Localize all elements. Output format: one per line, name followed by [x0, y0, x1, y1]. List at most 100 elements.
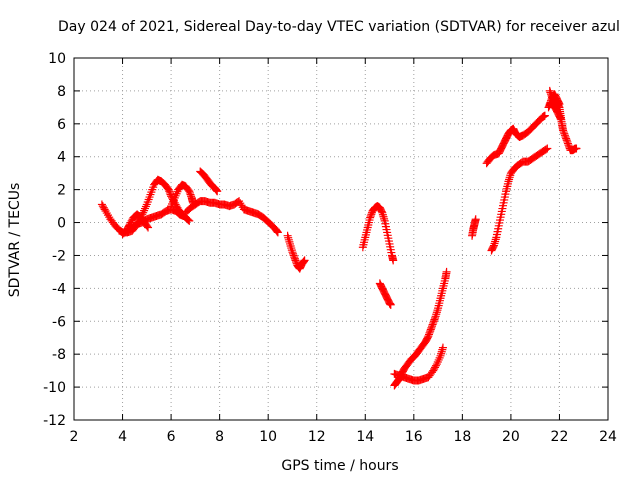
x-tick-label: 24: [599, 429, 617, 445]
y-tick-label: 10: [48, 51, 66, 67]
data-point: [99, 203, 108, 212]
data-point: [429, 318, 438, 327]
x-tick-label: 12: [308, 429, 326, 445]
data-point: [559, 126, 568, 135]
y-axis-label: SDTVAR / TECUs: [7, 183, 23, 298]
data-point: [169, 195, 178, 204]
data-point: [237, 201, 246, 210]
data-point: [562, 136, 571, 145]
data-point: [431, 361, 440, 370]
data-point: [167, 202, 176, 211]
y-tick-label: -8: [52, 347, 66, 363]
data-point: [426, 327, 435, 336]
y-tick-label: -10: [43, 380, 66, 396]
x-tick-label: 6: [167, 429, 176, 445]
data-point: [435, 353, 444, 362]
data-point: [437, 347, 446, 356]
data-point: [299, 258, 308, 267]
data-point: [429, 366, 438, 375]
data-point: [426, 325, 435, 334]
data-point: [300, 256, 309, 265]
y-tick-label: -12: [43, 413, 66, 429]
data-point: [542, 145, 551, 154]
data-point: [491, 235, 500, 244]
data-point: [98, 202, 107, 211]
data-point: [170, 193, 179, 202]
data-points: [97, 86, 581, 390]
data-point: [287, 246, 296, 255]
data-point: [433, 306, 442, 315]
data-point: [144, 223, 153, 232]
tick-labels: 2 4 6 8 10 12 14 16 18 20 22 24-12-10-8-6-4-2024681…: [43, 51, 617, 445]
data-point: [101, 207, 110, 216]
data-point: [554, 98, 563, 107]
data-point: [438, 345, 447, 354]
data-point: [540, 111, 549, 120]
data-point: [285, 237, 294, 246]
x-tick-label: 14: [356, 429, 374, 445]
data-point: [168, 197, 177, 206]
data-point: [185, 216, 194, 225]
data-point: [185, 188, 194, 197]
y-tick-label: -2: [52, 248, 66, 264]
data-point: [288, 248, 297, 257]
data-point: [140, 204, 149, 213]
data-point: [290, 254, 299, 263]
data-point: [127, 216, 136, 225]
data-point: [97, 200, 106, 209]
data-point: [366, 213, 375, 222]
data-point: [572, 144, 581, 153]
data-point: [140, 206, 149, 215]
data-point: [289, 251, 298, 260]
data-point: [164, 185, 173, 194]
data-point: [166, 190, 175, 199]
data-point: [367, 210, 376, 219]
data-point: [139, 208, 148, 217]
data-point: [125, 220, 134, 229]
y-tick-label: -4: [52, 281, 66, 297]
data-point: [379, 212, 388, 221]
data-point: [424, 332, 433, 341]
data-point: [292, 258, 301, 267]
data-point: [126, 218, 135, 227]
data-point: [560, 131, 569, 140]
data-point: [211, 185, 220, 194]
data-point: [273, 228, 282, 237]
grid-lines: [74, 58, 608, 420]
data-point: [272, 226, 281, 235]
data-point: [432, 310, 441, 319]
data-point: [504, 177, 513, 186]
data-point: [236, 199, 245, 208]
data-point: [290, 253, 299, 262]
data-point: [560, 129, 569, 138]
data-point: [555, 100, 564, 109]
data-point: [432, 308, 441, 317]
data-point: [143, 222, 152, 231]
data-point: [389, 256, 398, 265]
data-point: [168, 200, 177, 209]
data-point: [428, 322, 437, 331]
data-point: [185, 187, 194, 196]
data-point: [386, 300, 395, 309]
data-point: [437, 349, 446, 358]
data-point: [506, 171, 515, 180]
data-point: [291, 256, 300, 265]
data-point: [436, 351, 445, 360]
plot-frame: [73, 57, 609, 421]
data-point: [545, 86, 554, 95]
data-point: [380, 214, 389, 223]
data-point: [433, 357, 442, 366]
x-tick-label: 22: [551, 429, 569, 445]
y-tick-label: 2: [57, 183, 66, 199]
data-point: [505, 173, 514, 182]
data-point: [564, 141, 573, 150]
data-point: [431, 313, 440, 322]
data-point: [165, 187, 174, 196]
data-point: [490, 239, 499, 248]
x-tick-label: 2: [70, 429, 79, 445]
data-point: [425, 328, 434, 337]
y-tick-label: 0: [57, 216, 66, 232]
x-tick-label: 18: [453, 429, 471, 445]
data-point: [556, 113, 565, 122]
